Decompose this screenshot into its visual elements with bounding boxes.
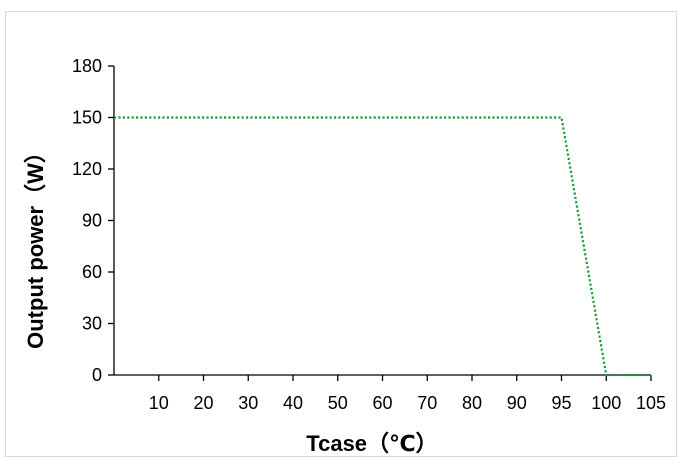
y-tick-label: 150 — [72, 108, 102, 128]
y-tick-label: 90 — [82, 211, 102, 231]
x-tick-label: 70 — [417, 393, 437, 413]
x-tick-label: 80 — [462, 393, 482, 413]
x-tick-label: 10 — [149, 393, 169, 413]
axes: 0 30 60 90 120 150 180 10 20 30 40 50 60 70 80 90 95 100 1… — [72, 56, 666, 413]
y-axis-title: Output power（W） — [23, 141, 48, 349]
x-tick-label: 100 — [591, 393, 621, 413]
y-tick-label: 60 — [82, 262, 102, 282]
x-tick-label: 20 — [193, 393, 213, 413]
y-tick-label: 0 — [92, 365, 102, 385]
y-tick-label: 120 — [72, 159, 102, 179]
x-tick-label: 40 — [283, 393, 303, 413]
y-tick-label: 180 — [72, 56, 102, 76]
y-tick-label: 30 — [82, 314, 102, 334]
x-tick-label: 90 — [507, 393, 527, 413]
chart-frame — [5, 11, 677, 457]
x-tick-label: 105 — [636, 393, 666, 413]
x-axis-title: Tcase（℃） — [306, 431, 437, 456]
series-layer — [114, 116, 651, 377]
x-tick-label: 30 — [238, 393, 258, 413]
x-tick-label: 95 — [551, 393, 571, 413]
series-line — [114, 116, 651, 377]
x-tick-label: 60 — [372, 393, 392, 413]
x-tick-label: 50 — [328, 393, 348, 413]
